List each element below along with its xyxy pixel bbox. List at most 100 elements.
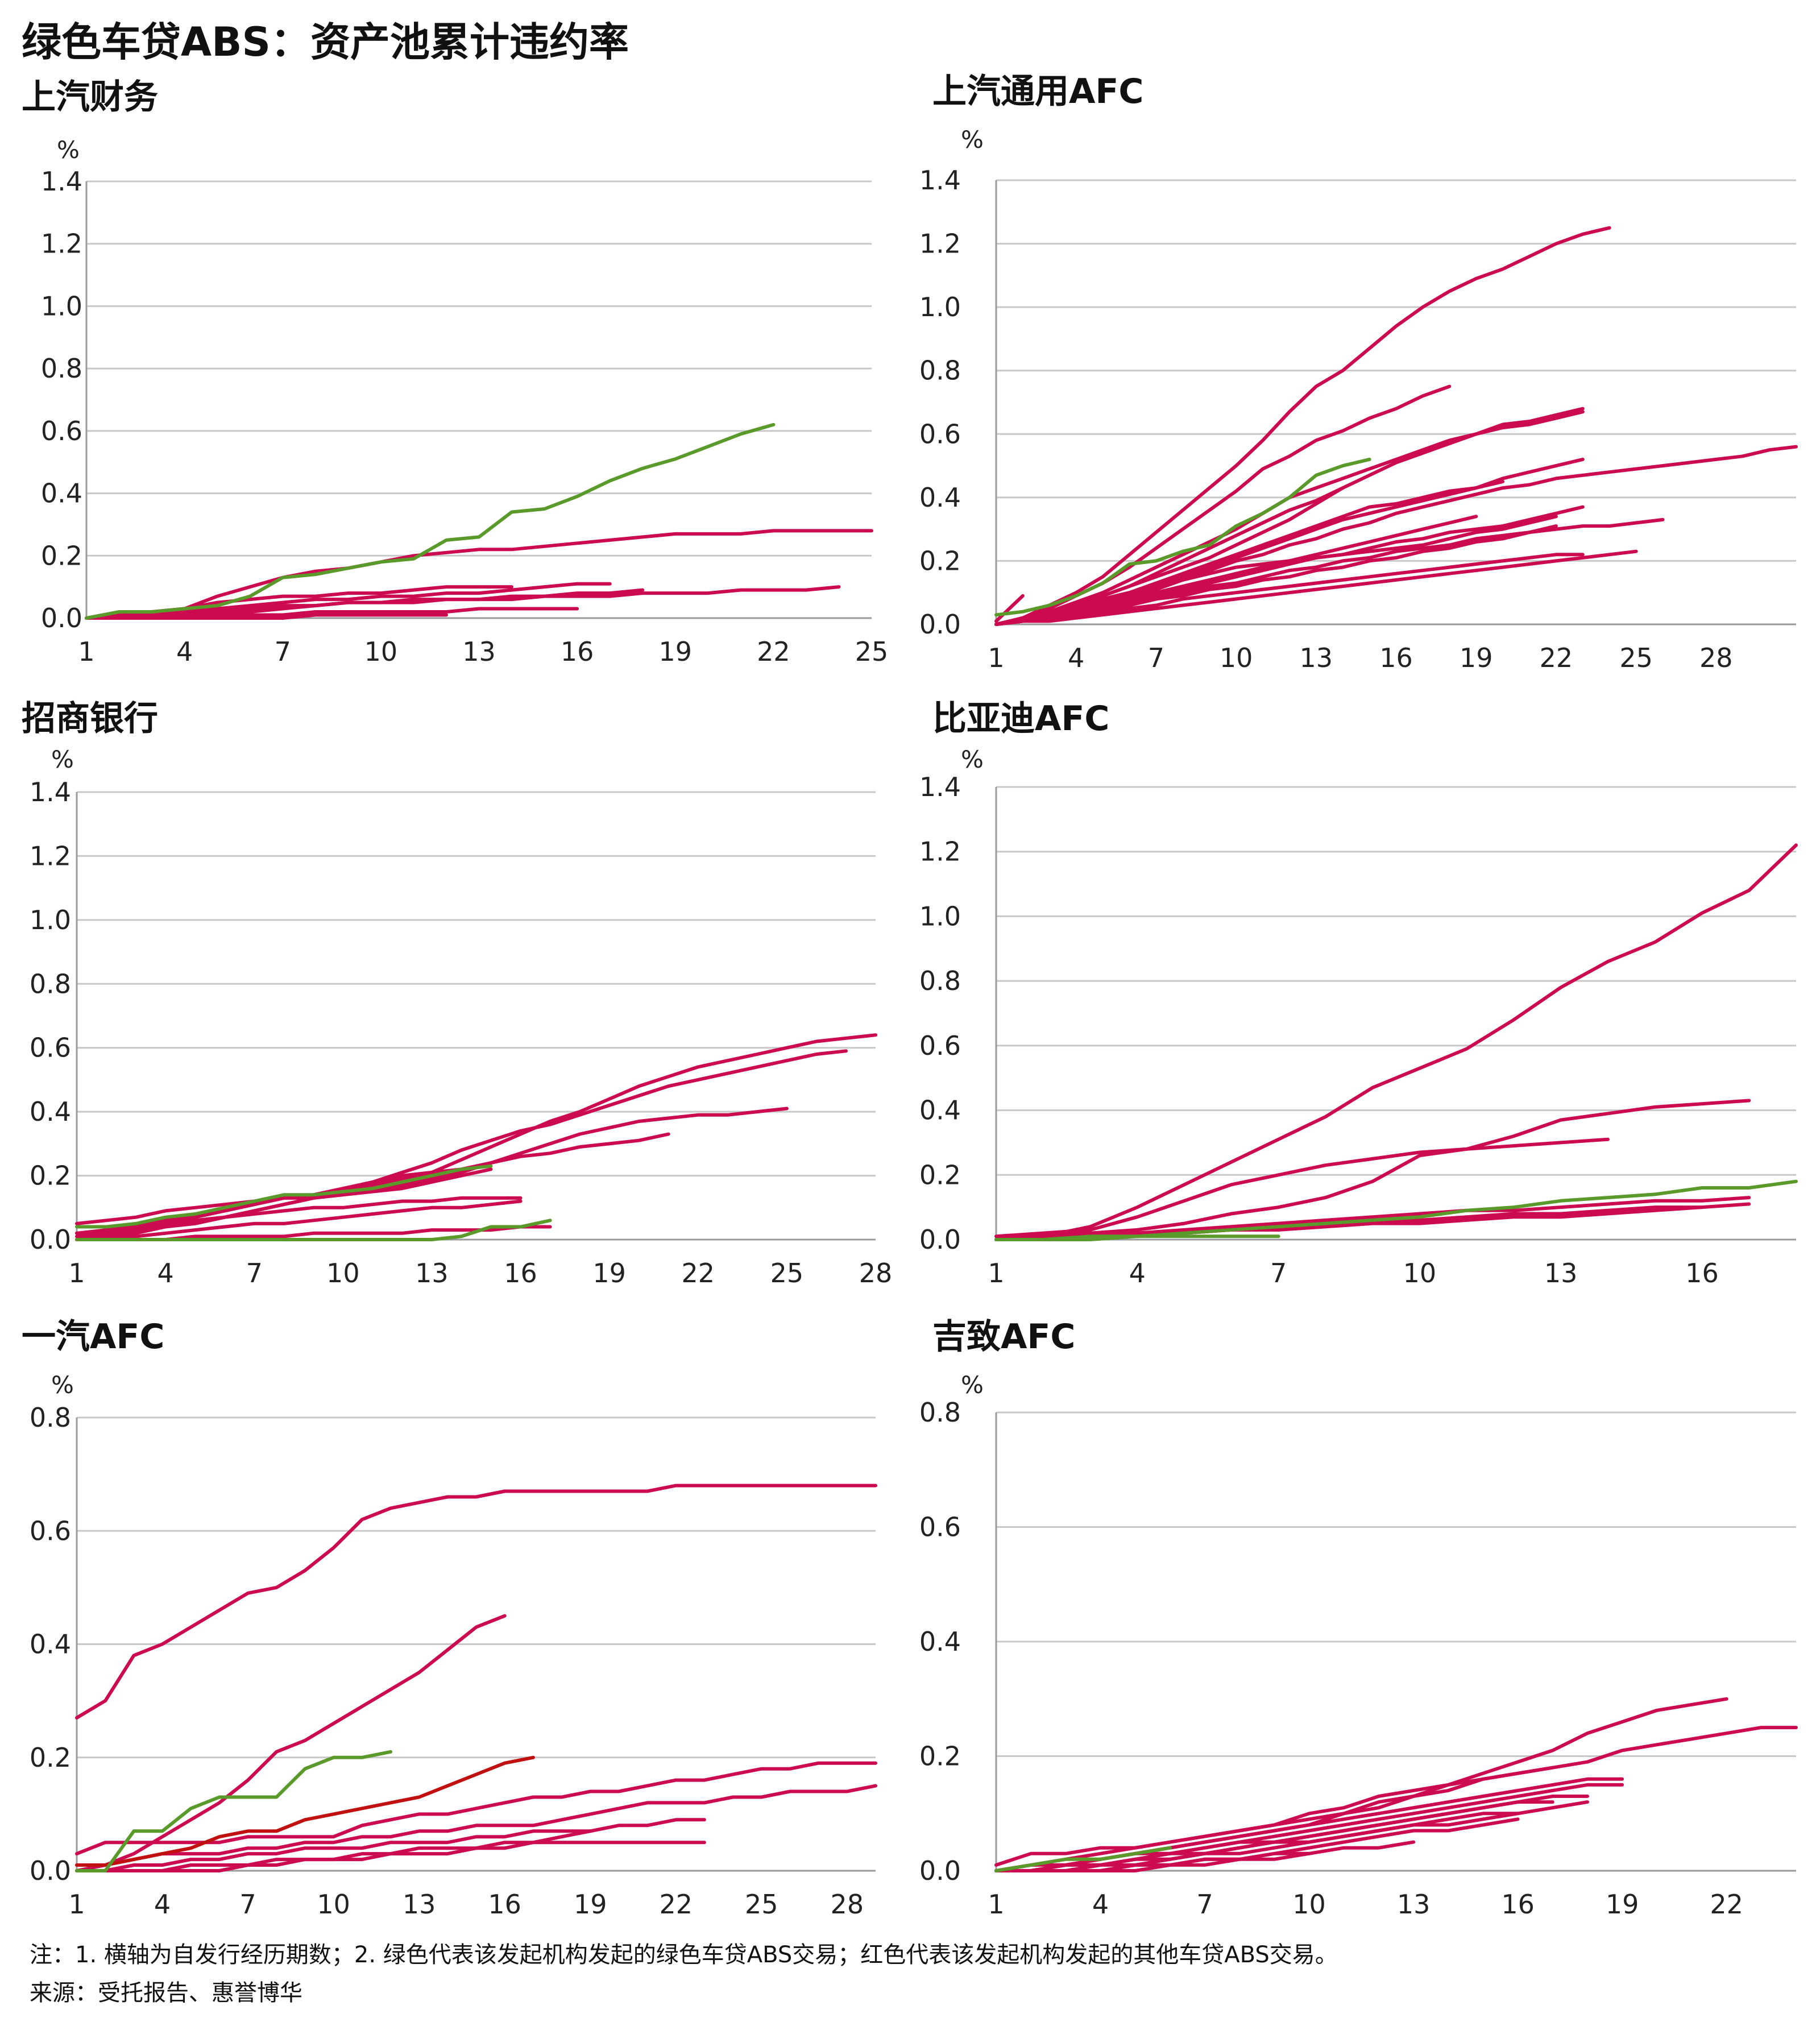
y-tick-label: 0.6 [919,1512,961,1543]
series-line-7 [75,1829,592,1872]
series-line-12 [994,515,1478,626]
y-tick-label: 1.0 [919,901,961,931]
x-tick-label: 4 [1092,1889,1109,1920]
series-line-2 [75,1049,848,1241]
x-tick-label: 16 [561,636,594,667]
y-tick-label: 0.6 [919,1030,961,1061]
chart-jizhi-afc: 0.0 0.2 0.4 0.6 0.8% 1 4 7 10 13 16 19 22 [919,1371,1798,1920]
y-tick-label: 0.2 [30,1742,71,1773]
y-tick-label: 0.0 [41,603,82,633]
y-unit-label: % [57,136,80,164]
y-tick-label: 1.2 [30,840,71,871]
y-tick-label: 0.2 [919,1159,961,1190]
y-unit-label: % [961,745,984,773]
chart-cmb: 0.0 0.2 0.4 0.6 0.8 1.0 1.2 1.4% 1 4 7 10 13 16 19 22 25… [30,745,892,1288]
y-tick-label: 0.8 [919,966,961,996]
x-tick-label: 4 [1068,643,1084,673]
y-tick-label: 0.4 [919,482,961,513]
x-tick-label: 4 [154,1889,171,1920]
series-line-3 [994,1137,1610,1241]
y-unit-label: % [51,745,74,773]
x-tick-label: 7 [1270,1258,1287,1288]
x-tick-label: 13 [1300,643,1333,673]
x-tick-label: 22 [1710,1889,1743,1920]
y-tick-label: 0.2 [30,1161,71,1191]
series-line-13 [994,486,1345,626]
series-line-8 [994,1800,1554,1872]
y-tick-label: 1.4 [30,777,71,807]
x-tick-label: 10 [317,1889,350,1920]
x-tick-label: 7 [275,636,291,667]
series-line-4 [85,582,612,620]
x-tick-label: 25 [745,1889,778,1920]
x-tick-label: 13 [415,1258,449,1288]
series-line-2 [85,529,873,620]
x-tick-label: 1 [68,1889,85,1920]
x-tick-label: 16 [488,1889,521,1920]
y-tick-label: 0.6 [41,416,82,446]
panel-title-jizhi-afc: 吉致AFC [932,1317,1076,1357]
x-tick-label: 28 [831,1889,864,1920]
series-line-1 [994,1697,1728,1867]
series-line-5 [75,1196,523,1235]
x-tick-label: 22 [1540,643,1573,673]
y-tick-label: 0.0 [30,1855,71,1886]
x-tick-label: 25 [855,636,889,667]
series-line-8 [994,549,1638,626]
series-line-12 [994,1851,1311,1872]
x-tick-label: 1 [988,643,1004,673]
y-tick-label: 1.0 [41,291,82,321]
y-tick-label: 0.8 [41,353,82,384]
x-tick-label: 25 [1619,643,1653,673]
panel-title-byd-afc: 比亚迪AFC [932,699,1110,739]
y-unit-label: % [961,126,984,154]
y-tick-label: 0.8 [919,355,961,386]
x-tick-label: 7 [246,1258,263,1288]
x-tick-label: 10 [1220,643,1253,673]
main-title: 绿色车贷ABS：资产池累计违约率 [22,19,629,65]
series-line-9 [75,1164,493,1229]
series-line-8 [75,1755,535,1867]
series-line-14 [994,553,1585,626]
series-line-8 [75,1167,493,1235]
series-line-3 [75,1107,789,1225]
y-tick-label: 0.4 [30,1629,71,1660]
series-line-2 [994,1099,1751,1238]
series-line-6 [85,588,645,620]
panel-title-faw-afc: 一汽AFC [22,1317,165,1357]
y-tick-label: 0.4 [919,1626,961,1657]
x-tick-label: 22 [757,636,790,667]
series-line-1 [994,843,1798,1241]
x-tick-label: 13 [1397,1889,1431,1920]
y-tick-label: 0.2 [919,1741,961,1772]
y-tick-label: 0.4 [30,1096,71,1127]
x-tick-label: 10 [1403,1258,1437,1288]
source-note: 来源：受托报告、惠誉博华 [30,1980,302,2006]
series-line-1 [75,1484,877,1719]
series-line-8 [85,613,448,620]
x-tick-label: 19 [592,1258,626,1288]
y-tick-label: 1.2 [41,229,82,259]
x-tick-label: 4 [1129,1258,1146,1288]
series-line-9 [994,1812,1520,1872]
panel-title-cmb: 招商银行 [22,699,158,739]
chart-saic-gmac: 0.0 0.2 0.4 0.6 0.8 1.0 1.2 1.4% 1 4 7 10 13 16 19 22 25… [919,126,1798,673]
x-tick-label: 19 [658,636,692,667]
y-tick-label: 0.8 [919,1397,961,1428]
series-line-9 [75,1750,392,1872]
y-tick-label: 0.4 [41,478,82,509]
x-tick-label: 16 [504,1258,537,1288]
x-tick-label: 7 [239,1889,256,1920]
x-tick-label: 22 [682,1258,715,1288]
series-line-2 [75,1614,507,1867]
x-tick-label: 16 [1379,643,1413,673]
x-tick-label: 7 [1148,643,1164,673]
y-tick-label: 0.6 [30,1033,71,1063]
series-line-1 [85,422,776,620]
panel-title-saic-gmac: 上汽通用AFC [932,72,1144,111]
x-tick-label: 1 [988,1258,1004,1288]
series-line-3 [994,1766,1554,1872]
chart-saic-finance: 0.0 0.2 0.4 0.6 0.8 1.0 1.2 1.4% 1 4 7 10 13 16 19 22 25 [41,136,888,667]
y-unit-label: % [51,1371,74,1399]
